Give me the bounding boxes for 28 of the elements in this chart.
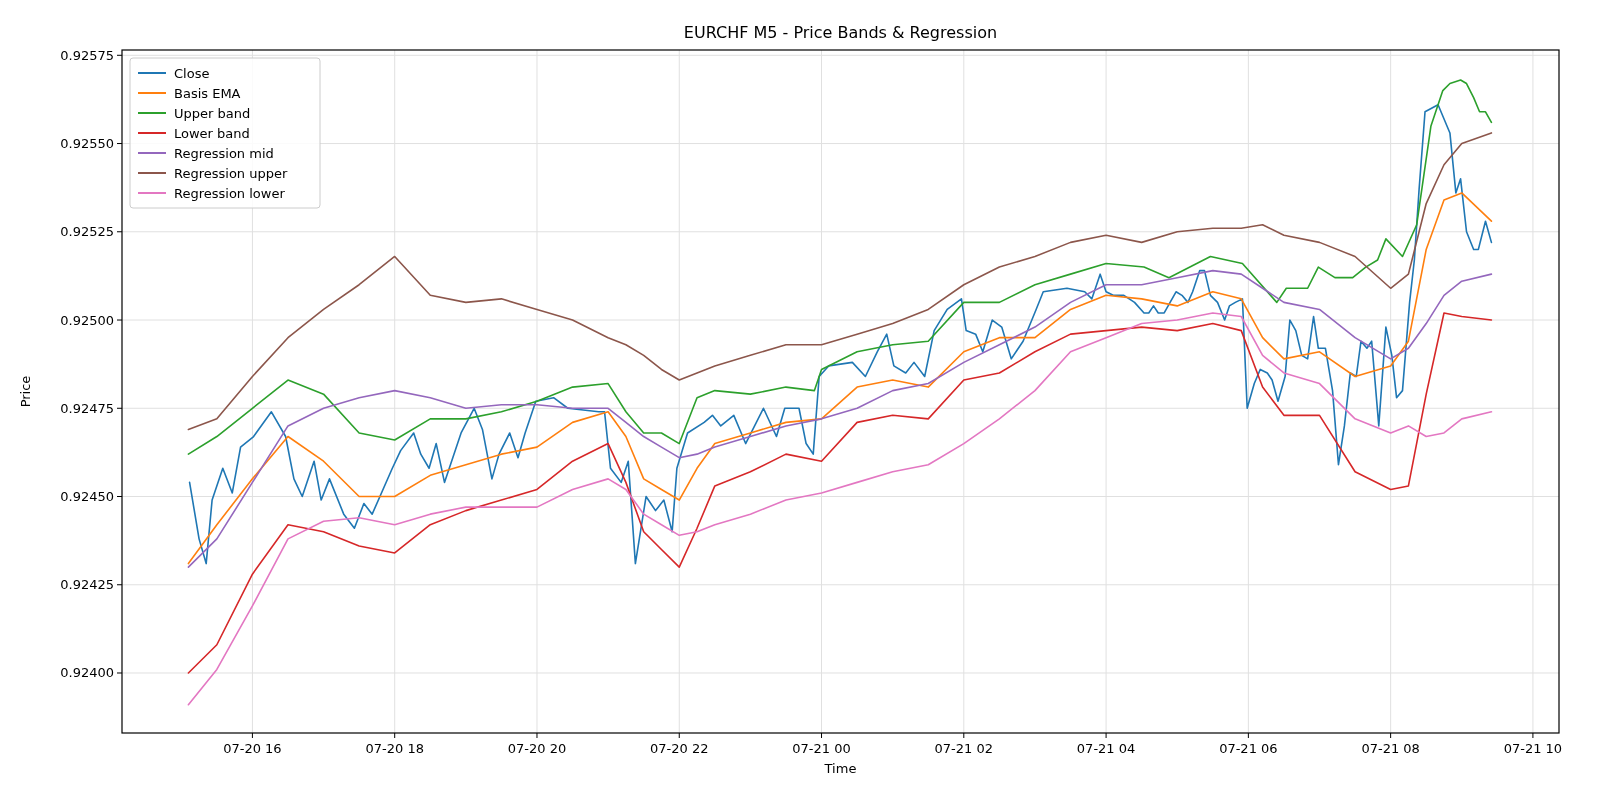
legend-label: Upper band (174, 106, 251, 121)
x-tick-label: 07-20 16 (223, 741, 282, 756)
y-tick-label: 0.92450 (60, 489, 114, 505)
chart-title: EURCHF M5 - Price Bands & Regression (683, 23, 998, 42)
legend-label: Basis EMA (174, 86, 241, 101)
x-tick-label: 07-21 04 (1076, 741, 1136, 756)
y-tick-label: 0.92525 (60, 224, 114, 240)
y-tick-label: 0.92500 (60, 312, 114, 328)
x-tick-label: 07-21 02 (934, 741, 994, 756)
x-tick-label: 07-20 20 (507, 741, 567, 756)
y-tick-label: 0.92575 (60, 47, 114, 63)
x-tick-label: 07-21 08 (1361, 741, 1420, 756)
y-tick-label: 0.92425 (60, 577, 114, 593)
legend-label: Lower band (174, 126, 250, 141)
x-tick-label: 07-21 06 (1219, 741, 1278, 756)
legend-label: Regression upper (174, 166, 288, 181)
x-tick-label: 07-20 22 (650, 741, 709, 756)
legend-label: Regression mid (174, 146, 274, 161)
x-axis-title: Time (823, 761, 857, 776)
y-axis-title: Price (18, 375, 33, 408)
y-tick-label: 0.92400 (60, 665, 114, 681)
legend-label: Close (174, 66, 210, 81)
x-tick-label: 07-20 18 (365, 741, 424, 756)
y-tick-label: 0.92475 (60, 400, 114, 416)
y-tick-label: 0.92550 (60, 136, 114, 152)
legend-label: Regression lower (174, 186, 286, 201)
x-tick-label: 07-21 10 (1503, 741, 1563, 756)
x-tick-label: 07-21 00 (792, 741, 851, 756)
